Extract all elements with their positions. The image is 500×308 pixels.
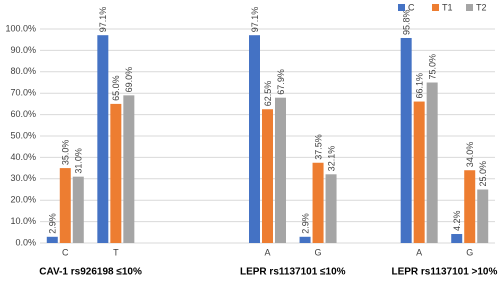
- bar: [464, 170, 476, 243]
- y-tick-label: 60.0%: [10, 109, 36, 119]
- group-label: LEPR rs1137101 >10%: [391, 267, 497, 278]
- value-label: 65.0%: [111, 75, 121, 101]
- value-label: 62.5%: [263, 81, 273, 107]
- y-tick-label: 30.0%: [10, 173, 36, 183]
- value-label: 75.0%: [428, 54, 438, 80]
- legend-label: T2: [476, 2, 487, 12]
- y-tick-label: 70.0%: [10, 88, 36, 98]
- y-tick-label: 20.0%: [10, 195, 36, 205]
- value-label: 25.0%: [478, 161, 488, 187]
- legend-swatch: [432, 4, 439, 11]
- bar: [249, 35, 260, 244]
- value-label: 4.2%: [452, 210, 462, 231]
- bar: [413, 101, 425, 244]
- x-tick-label: G: [315, 247, 322, 257]
- bar: [426, 82, 438, 243]
- value-label: 66.1%: [415, 73, 425, 99]
- value-label: 2.9%: [300, 213, 310, 234]
- x-tick-label: G: [466, 247, 473, 257]
- value-label: 32.1%: [326, 146, 336, 172]
- bar: [451, 234, 463, 243]
- value-label: 97.1%: [98, 7, 108, 33]
- y-tick-label: 50.0%: [10, 130, 36, 140]
- legend-label: C: [408, 2, 415, 12]
- value-label: 37.5%: [313, 134, 323, 160]
- bar: [97, 35, 109, 244]
- bar: [325, 174, 337, 243]
- bar: [312, 162, 324, 243]
- bar: [72, 176, 84, 243]
- group-label: LEPR rs1137101 ≤10%: [240, 267, 346, 278]
- legend-swatch: [398, 4, 405, 11]
- x-tick-label: C: [62, 247, 69, 257]
- value-label: 95.8%: [402, 9, 412, 35]
- bar: [262, 109, 273, 243]
- value-label: 97.1%: [250, 7, 260, 33]
- bar: [110, 103, 122, 244]
- legend-swatch: [466, 4, 473, 11]
- y-tick-label: 10.0%: [10, 216, 36, 226]
- bar: [299, 236, 311, 243]
- value-label: 35.0%: [61, 140, 71, 166]
- y-tick-label: 90.0%: [10, 45, 36, 55]
- bar: [123, 95, 135, 243]
- x-tick-label: A: [416, 247, 422, 257]
- x-tick-label: T: [113, 247, 119, 257]
- value-label: 34.0%: [465, 142, 475, 168]
- group-label: CAV-1 rs926198 ≤10%: [39, 267, 142, 278]
- x-tick-label: A: [264, 247, 270, 257]
- legend-label: T1: [442, 2, 453, 12]
- bar: [46, 236, 58, 243]
- y-tick-label: 40.0%: [10, 152, 36, 162]
- value-label: 31.0%: [74, 148, 84, 174]
- value-label: 69.0%: [124, 67, 134, 93]
- bar: [477, 189, 489, 243]
- bar: [400, 37, 412, 243]
- y-tick-label: 100.0%: [5, 23, 36, 33]
- value-label: 67.9%: [276, 69, 286, 95]
- bar: [59, 168, 71, 243]
- bar: [275, 97, 286, 243]
- y-tick-label: 80.0%: [10, 66, 36, 76]
- value-label: 2.9%: [48, 213, 58, 234]
- y-tick-label: 0.0%: [15, 237, 36, 247]
